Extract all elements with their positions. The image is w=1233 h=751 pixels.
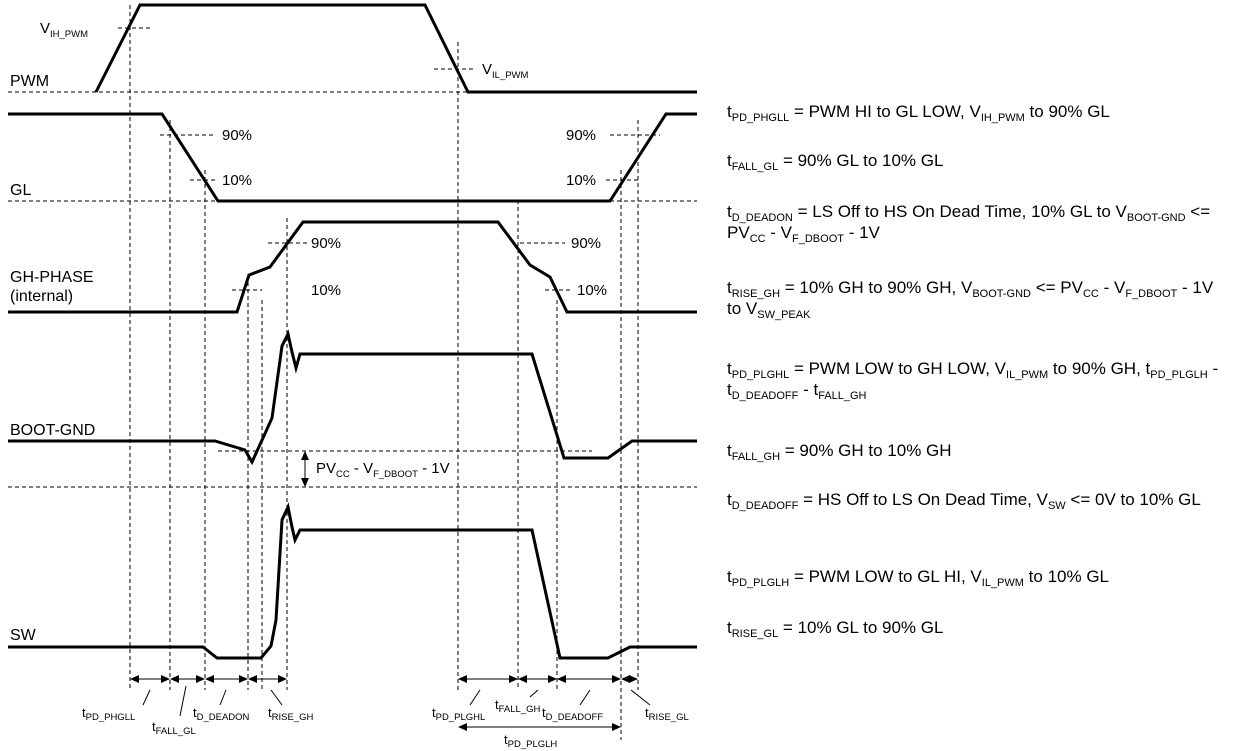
sw-waveform [8, 502, 697, 660]
label-tpd-phgll: tPD_PHGLL [82, 705, 135, 723]
timing-guides [129, 5, 639, 740]
definition-subscript: IH_PWM [980, 112, 1025, 124]
definition-text: t [727, 151, 732, 170]
definition-text: = 10% GL to 90% GL [778, 618, 944, 637]
boot-gnd-label: BOOT-GND [10, 422, 95, 439]
definition-subscript: D_DEADOFF [731, 390, 799, 402]
definition-text: to 90% GL [1024, 102, 1110, 121]
definition-text: = 10% GH to 90% GH, V [780, 278, 973, 297]
gl-90-left: 90% [222, 127, 252, 144]
label-tfall-gl: tFALL_GL [152, 719, 196, 737]
boot-gnd-waveform [8, 329, 697, 466]
def-tfall-gh: tFALL_GH = 90% GH to 10% GH [727, 440, 1227, 463]
label-trise-gl: tRISE_GL [645, 705, 689, 723]
gl-90-right: 90% [566, 127, 596, 144]
gl-10-right: 10% [566, 172, 596, 189]
definition-subscript: D_DEADON [731, 212, 793, 224]
pwm-waveform [94, 3, 697, 94]
definition-text: <= PV [727, 202, 1211, 242]
definition-text: = 90% GL to 10% GL [778, 151, 944, 170]
gl-waveform [8, 112, 697, 203]
label-td-deadon: tD_DEADON [193, 705, 250, 723]
def-tpd-phgll: tPD_PHGLL = PWM HI to GL LOW, VIH_PWM to… [727, 101, 1227, 124]
definition-text: - 1V to V [727, 278, 1214, 318]
gh-10-right: 10% [577, 282, 607, 299]
definition-subscript: D_DEADOFF [731, 500, 799, 512]
gl-10-left: 10% [222, 172, 252, 189]
gh-phase-note: (internal) [10, 288, 73, 305]
sw-label: SW [10, 627, 37, 644]
vih-pwm-label: VIH_PWM [40, 20, 88, 40]
timing-arrows [130, 675, 638, 731]
definition-subscript: CC [1082, 288, 1099, 300]
definition-text: t [727, 567, 732, 586]
definition-text: <= 0V to 10% GL [1065, 490, 1201, 509]
vil-pwm-label: VIL_PWM [482, 61, 529, 81]
definition-subscript: F_DBOOT [792, 233, 844, 245]
definition-text: t [727, 278, 732, 297]
label-tfall-gh: tFALL_GH [495, 697, 540, 715]
definition-subscript: SW_PEAK [757, 309, 811, 321]
definition-text: - V [765, 223, 793, 242]
pwm-label: PWM [10, 73, 49, 90]
definition-text: = PWM HI to GL LOW, V [789, 102, 981, 121]
gh-90-right: 90% [571, 235, 601, 252]
definition-subscript: PD_PHGLL [731, 112, 790, 124]
definition-subscript: BOOT-GND [1126, 212, 1186, 224]
label-td-deadoff: tD_DEADOFF [542, 705, 603, 723]
definition-subscript: RISE_GL [731, 628, 779, 640]
def-trise-gl: tRISE_GL = 10% GL to 90% GL [727, 617, 1227, 640]
def-tpd-plghl: tPD_PLGHL = PWM LOW to GH LOW, VIL_PWM t… [727, 358, 1227, 402]
def-td-deadoff: tD_DEADOFF = HS Off to LS On Dead Time, … [727, 489, 1227, 512]
definition-subscript: SW [1047, 500, 1066, 512]
definition-subscript: CC [749, 233, 766, 245]
definition-subscript: PD_PLGLH [1150, 369, 1208, 381]
definition-text: t [727, 441, 732, 460]
definition-text: - V [1098, 278, 1126, 297]
definition-text: t [727, 359, 732, 378]
definition-subscript: FALL_GH [731, 451, 781, 463]
label-tpd-plghl: tPD_PLGHL [432, 705, 485, 723]
def-tpd-plglh: tPD_PLGLH = PWM LOW to GL HI, VIL_PWM to… [727, 566, 1227, 589]
definition-subscript: FALL_GL [731, 161, 779, 173]
definition-text: t [727, 202, 732, 221]
definition-text: = PWM LOW to GL HI, V [789, 567, 982, 586]
boot-drop-label: PVCC - VF_DBOOT - 1V [316, 460, 450, 480]
label-tpd-plglh: tPD_PLGLH [504, 732, 557, 750]
definition-subscript: FALL_GH [818, 390, 867, 402]
definition-subscript: IL_PWM [981, 577, 1024, 589]
def-td-deadon: tD_DEADON = LS Off to HS On Dead Time, 1… [727, 201, 1227, 245]
gh-10-left: 10% [311, 282, 341, 299]
definition-text: = PWM LOW to GH LOW, V [789, 359, 1007, 378]
definition-text: = HS Off to LS On Dead Time, V [798, 490, 1048, 509]
definition-subscript: IL_PWM [1006, 369, 1049, 381]
definition-text: - 1V [843, 223, 880, 242]
definition-subscript: BOOT-GND [972, 288, 1031, 300]
gh-phase-label: GH-PHASE [10, 269, 94, 286]
definition-text: <= PV [1030, 278, 1083, 297]
definition-text: - t [727, 359, 1219, 399]
definition-text: t [727, 618, 732, 637]
definition-subscript: PD_PLGHL [731, 369, 790, 381]
definition-text: t [727, 102, 732, 121]
definition-text: = 90% GH to 10% GH [780, 441, 952, 460]
label-trise-gh: tRISE_GH [268, 705, 313, 723]
definition-text: to 10% GL [1023, 567, 1110, 586]
gh-90-left: 90% [311, 235, 341, 252]
definition-text: - t [798, 380, 819, 399]
definition-text: t [727, 490, 732, 509]
definition-subscript: F_DBOOT [1125, 288, 1178, 300]
gl-label: GL [10, 182, 31, 199]
definition-subscript: RISE_GH [731, 288, 781, 300]
definition-subscript: PD_PLGLH [731, 577, 790, 589]
label-leaders [142, 685, 651, 717]
def-trise-gh: tRISE_GH = 10% GH to 90% GH, VBOOT-GND <… [727, 277, 1227, 321]
definition-text: = LS Off to HS On Dead Time, 10% GL to V [792, 202, 1127, 221]
def-tfall-gl: tFALL_GL = 90% GL to 10% GL [727, 150, 1227, 173]
definition-text: to 90% GH, t [1048, 359, 1151, 378]
gh-phase-waveform [8, 220, 697, 314]
